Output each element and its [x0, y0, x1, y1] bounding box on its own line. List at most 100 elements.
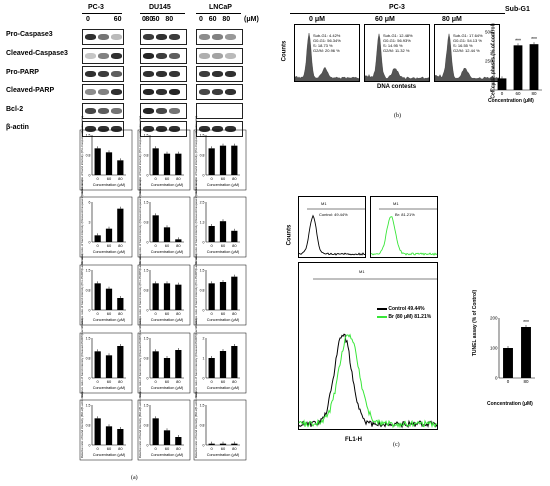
- bar: [106, 229, 112, 242]
- significance-stars: ***: [531, 37, 537, 43]
- protein-band: [199, 71, 210, 77]
- tick-label: 60: [165, 176, 170, 181]
- protein-band: [225, 34, 236, 40]
- y-tick-label: 1.5: [86, 133, 91, 137]
- protein-band: [111, 53, 122, 59]
- bar: [175, 350, 181, 378]
- bar-chart-a-r2-du145: 0 60 8000.81.5: [144, 200, 184, 248]
- tick-label: 0: [155, 176, 158, 181]
- protein-band: [156, 108, 167, 114]
- y-tick-label: 1.5: [144, 268, 149, 272]
- tunel-legend: Control 49.44% Br (80 μM) 81.21%: [377, 305, 431, 321]
- bar-chart-a-r1-lncap: 0 60 8000.81.5: [200, 133, 240, 181]
- tick-label: 0: [97, 446, 100, 451]
- y-tick-label: 1.5: [86, 403, 91, 407]
- bar: [117, 298, 123, 310]
- tick-label: 80: [118, 379, 123, 384]
- tick-label: 80: [176, 446, 181, 451]
- y-tick-label: 0.8: [86, 356, 91, 360]
- caption-c: (c): [393, 442, 400, 448]
- protein-label: Pro-PARP: [6, 69, 39, 76]
- x-axis-label: Concentration (μM): [151, 183, 184, 187]
- y-axis-label: Relative ratio of band intensity (Cleave…: [194, 318, 198, 398]
- y-tick-label: 0: [89, 308, 91, 312]
- x-axis-label: Concentration (μM): [207, 453, 240, 457]
- tick-label: 60: [107, 311, 112, 316]
- bar: [95, 418, 101, 445]
- x-axis-label: Concentration (μM): [93, 250, 126, 254]
- bar: [164, 154, 170, 175]
- y-tick-label: 500: [485, 29, 493, 34]
- cellcycle-conc-80: 80 μM: [442, 16, 462, 23]
- bar: [117, 429, 123, 445]
- protein-band: [111, 89, 122, 95]
- cellcycle-title: PC-3: [389, 4, 405, 11]
- bar-chart-a-r2-pc3: 0 60 80036: [89, 200, 126, 248]
- tunel-xlabel: FL1-H: [345, 437, 362, 443]
- bar: [231, 231, 237, 242]
- bar-chart-a-r5-du145: 0 60 80 0 0.8 1.5: [144, 403, 184, 451]
- bar: [231, 277, 237, 310]
- tick-label: 80: [523, 379, 529, 384]
- y-tick-label: 0: [147, 376, 149, 380]
- bar: [220, 221, 226, 242]
- bar: [231, 146, 237, 175]
- x-axis-label: Concentration (μM): [93, 318, 126, 322]
- western-blot-panel: PC-3 DU145 LNCaP 0 60 80 0 60 80 0 60 80…: [0, 0, 285, 140]
- blot-strip: [196, 103, 243, 119]
- y-tick-label: 1.5: [144, 336, 149, 340]
- bar: [95, 235, 101, 242]
- histogram-0uM: Sub-G1: 4.42% G0-G1: 56.34% S: 18.73 % G2/M…: [294, 24, 360, 82]
- protein-band: [212, 53, 223, 59]
- y-tick-label: 0: [89, 240, 91, 244]
- bar: [153, 351, 159, 378]
- bar: [95, 351, 101, 378]
- y-tick-label: 0.8: [200, 288, 205, 292]
- protein-band: [156, 53, 167, 59]
- y-tick-label: 2: [203, 336, 205, 340]
- bar: [175, 239, 181, 242]
- blot-strip: [82, 103, 124, 119]
- blot-strip: [82, 48, 124, 64]
- band-intensity-bar-grid: 0 60 8000.81.5Concentration (μM)Relative r…: [0, 130, 285, 475]
- bar: [153, 215, 159, 242]
- bar-chart-a-r4-lncap: 0 60 80012: [203, 336, 240, 384]
- tunel-bar-chart: 0 800100200***: [485, 310, 545, 390]
- protein-band: [85, 108, 96, 114]
- protein-band: [85, 89, 96, 95]
- y-tick-label: 0: [89, 376, 91, 380]
- protein-band: [225, 53, 236, 59]
- blot-strip: [82, 66, 124, 82]
- tick-label: 80: [176, 379, 181, 384]
- bar: [153, 283, 159, 310]
- y-tick-label: 0.8: [86, 423, 91, 427]
- y-tick-label: 6: [89, 200, 91, 204]
- tick-label: 0: [155, 243, 158, 248]
- tick-label: 60: [107, 176, 112, 181]
- tick-label: 80: [176, 176, 181, 181]
- y-axis-label: Relative ratio of band intensity (Bcl-2/…: [80, 392, 84, 458]
- control-curve: [299, 216, 365, 255]
- cell-line-du145: DU145: [149, 4, 171, 11]
- protein-band: [169, 71, 180, 77]
- protein-band: [169, 53, 180, 59]
- blot-strip: [140, 103, 187, 119]
- blot-strip: [196, 66, 243, 82]
- y-tick-label: 1: [203, 356, 205, 360]
- bar: [153, 418, 159, 445]
- tick-label: 0: [97, 243, 100, 248]
- protein-band: [225, 89, 236, 95]
- y-axis-label: Relative ratio of band intensity (Pro-PA…: [138, 253, 142, 326]
- br-curve: [371, 217, 437, 255]
- bar-chart-tunel: 0 800100200***: [490, 315, 535, 384]
- y-tick-label: 1.5: [200, 133, 205, 137]
- tick-label: 60: [165, 311, 170, 316]
- protein-band: [225, 71, 236, 77]
- y-tick-label: 200: [490, 315, 498, 320]
- protein-band: [212, 34, 223, 40]
- bar-chart-a-r5-lncap: 0 60 8000.81.5: [200, 403, 240, 451]
- bar: [117, 160, 123, 175]
- y-axis-label: Relative ratio of band intensity (Cleave…: [80, 179, 84, 264]
- tick-label: 60: [221, 243, 226, 248]
- protein-band: [85, 34, 96, 40]
